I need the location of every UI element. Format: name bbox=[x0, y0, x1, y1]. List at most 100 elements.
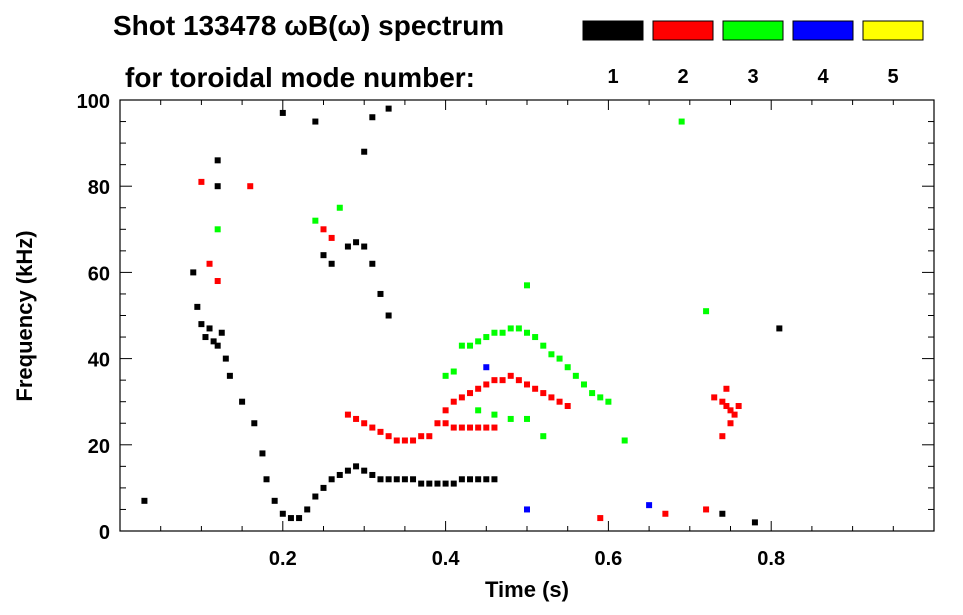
series-3 bbox=[214, 118, 710, 444]
data-point bbox=[328, 476, 335, 483]
data-point bbox=[401, 437, 408, 444]
data-point bbox=[190, 269, 197, 276]
data-point bbox=[328, 234, 335, 241]
data-point bbox=[214, 278, 221, 285]
series-1 bbox=[141, 105, 783, 526]
data-point bbox=[467, 390, 474, 397]
data-point bbox=[532, 385, 539, 392]
data-point bbox=[263, 476, 270, 483]
data-point bbox=[393, 437, 400, 444]
data-point bbox=[377, 428, 384, 435]
data-point bbox=[344, 243, 351, 250]
data-point bbox=[418, 480, 425, 487]
data-point bbox=[475, 338, 482, 345]
data-point bbox=[198, 321, 205, 328]
plot-frame bbox=[119, 99, 935, 532]
data-point bbox=[385, 476, 392, 483]
data-point bbox=[418, 433, 425, 440]
data-point bbox=[589, 390, 596, 397]
data-point bbox=[556, 398, 563, 405]
x-tick-label: 0.4 bbox=[432, 548, 461, 570]
data-point bbox=[336, 471, 343, 478]
data-point bbox=[515, 377, 522, 384]
data-point bbox=[776, 325, 783, 332]
legend-swatch-1 bbox=[582, 20, 644, 41]
data-point bbox=[239, 398, 246, 405]
data-point bbox=[271, 497, 278, 504]
data-point bbox=[751, 519, 758, 526]
data-point bbox=[369, 260, 376, 267]
data-point bbox=[491, 411, 498, 418]
data-point bbox=[703, 506, 710, 513]
data-point bbox=[727, 420, 734, 427]
data-point bbox=[385, 312, 392, 319]
data-point bbox=[524, 282, 530, 289]
data-point bbox=[605, 398, 612, 405]
data-point bbox=[483, 476, 490, 483]
data-point bbox=[475, 476, 482, 483]
data-point bbox=[377, 290, 384, 297]
data-point bbox=[458, 424, 465, 431]
data-point bbox=[458, 342, 465, 349]
data-point bbox=[353, 415, 360, 422]
data-point bbox=[450, 398, 457, 405]
data-point bbox=[597, 515, 604, 522]
series-4 bbox=[483, 364, 653, 513]
data-point bbox=[475, 407, 482, 414]
data-point bbox=[515, 325, 522, 332]
data-point bbox=[361, 420, 368, 427]
data-point bbox=[467, 424, 474, 431]
data-marks bbox=[141, 105, 783, 526]
axes: 0.2 0.4 0.6 0.8 0 20 40 60 80 100 bbox=[77, 91, 934, 570]
data-point bbox=[202, 334, 209, 341]
series-2 bbox=[198, 178, 742, 522]
data-point bbox=[564, 364, 571, 371]
data-point bbox=[524, 506, 530, 513]
y-tick-label: 80 bbox=[88, 177, 110, 199]
data-point bbox=[385, 105, 392, 112]
data-point bbox=[214, 157, 221, 164]
data-point bbox=[426, 480, 433, 487]
data-point bbox=[304, 506, 311, 513]
data-point bbox=[251, 420, 258, 427]
data-point bbox=[467, 342, 474, 349]
data-point bbox=[320, 484, 327, 491]
data-point bbox=[385, 433, 392, 440]
data-point bbox=[442, 420, 449, 427]
data-point bbox=[450, 368, 457, 375]
data-point bbox=[524, 329, 530, 336]
data-point bbox=[279, 109, 286, 116]
data-point bbox=[369, 471, 376, 478]
data-point bbox=[369, 114, 376, 121]
data-point bbox=[483, 364, 490, 371]
data-point bbox=[344, 467, 351, 474]
data-point bbox=[548, 394, 555, 401]
data-point bbox=[312, 118, 319, 125]
data-point bbox=[475, 424, 482, 431]
data-point bbox=[532, 334, 539, 341]
data-point bbox=[434, 420, 441, 427]
data-point bbox=[426, 433, 433, 440]
y-tick-label: 0 bbox=[99, 522, 110, 544]
data-point bbox=[499, 329, 506, 336]
data-point bbox=[259, 450, 266, 457]
data-point bbox=[226, 372, 233, 379]
chart-title: Shot 133478 ωB(ω) spectrum bbox=[113, 10, 504, 41]
data-point bbox=[507, 415, 514, 422]
legend-swatch-3 bbox=[722, 20, 784, 41]
data-point bbox=[662, 510, 669, 517]
data-point bbox=[711, 394, 718, 401]
data-point bbox=[723, 385, 730, 392]
data-point bbox=[564, 403, 571, 410]
data-point bbox=[540, 433, 547, 440]
data-point bbox=[458, 476, 465, 483]
legend-swatch-4 bbox=[792, 20, 854, 41]
data-point bbox=[320, 252, 327, 259]
data-point bbox=[194, 303, 201, 310]
data-point bbox=[507, 325, 514, 332]
data-point bbox=[458, 394, 465, 401]
data-point bbox=[287, 515, 294, 522]
data-point bbox=[279, 510, 286, 517]
data-point bbox=[214, 183, 221, 190]
x-axis-label: Time (s) bbox=[485, 577, 569, 602]
